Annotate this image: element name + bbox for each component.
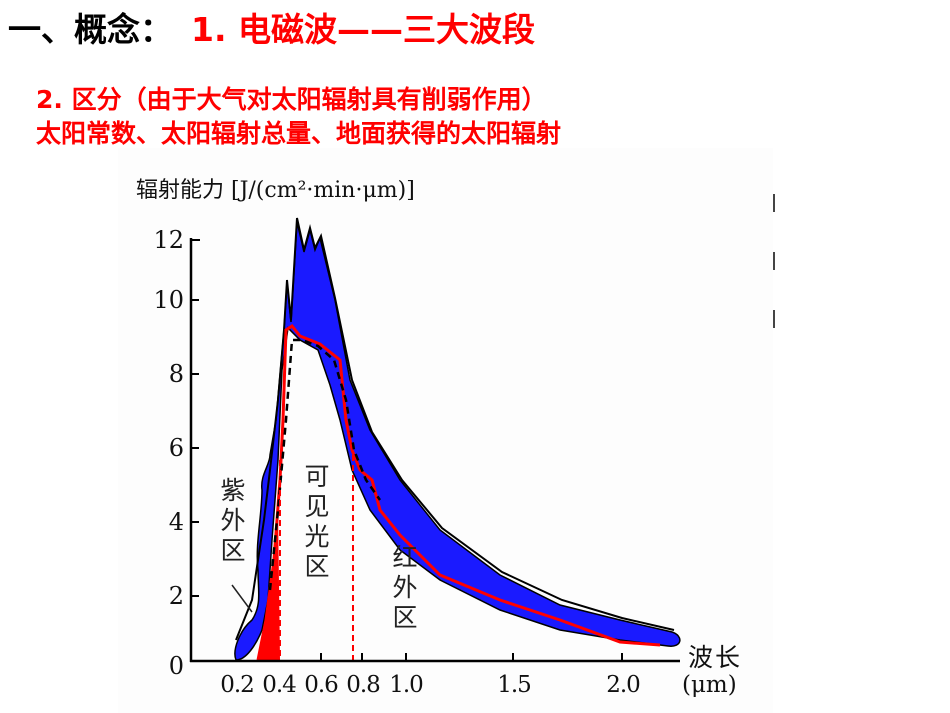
ground-radiation-curve bbox=[256, 323, 661, 661]
y-tick-label: 8 bbox=[168, 360, 184, 388]
y-tick-label: 2 bbox=[168, 582, 184, 610]
region-label-infrared: 红外区 bbox=[392, 543, 418, 632]
x-tick-label: 0.4 bbox=[262, 672, 297, 698]
x-tick-label: 1.0 bbox=[389, 672, 424, 698]
cropped-figure-edge bbox=[773, 150, 781, 350]
subheading-line-2: 太阳常数、太阳辐射总量、地面获得的太阳辐射 bbox=[36, 119, 562, 148]
y-tick-label: 4 bbox=[168, 508, 184, 536]
figure-panel bbox=[118, 148, 773, 713]
blackbody-dashed-curve bbox=[268, 338, 382, 591]
heading-topic: 1. 电磁波——三大波段 bbox=[191, 10, 535, 49]
x-tick-label: 0.8 bbox=[346, 672, 381, 698]
x-ticks bbox=[320, 653, 623, 661]
y-tick-label: 6 bbox=[168, 434, 184, 462]
heading-prefix: 一、概念： bbox=[8, 10, 173, 49]
x-tick-label: 1.5 bbox=[497, 672, 532, 698]
y-tick-label: 10 bbox=[153, 286, 184, 314]
x-tick-label: 2.0 bbox=[606, 672, 641, 698]
subheading-line-1: 2. 区分（由于大气对太阳辐射具有削弱作用） bbox=[36, 85, 547, 114]
attenuation-fill bbox=[234, 221, 681, 661]
ground-radiation-fill bbox=[258, 510, 280, 660]
x-axis-label: 波长 bbox=[688, 643, 743, 672]
page-heading: 一、概念： 1. 电磁波——三大波段 bbox=[8, 8, 535, 52]
y-tick-label: 0 bbox=[168, 652, 184, 680]
edge-mark bbox=[773, 252, 781, 270]
edge-mark bbox=[773, 194, 781, 212]
x-axis-unit: (μm) bbox=[682, 672, 737, 698]
y-tick-label: 12 bbox=[153, 226, 184, 254]
y-ticks bbox=[191, 239, 200, 597]
region-label-uv: 紫外区 bbox=[220, 476, 246, 565]
x-tick-label: 0.6 bbox=[304, 672, 339, 698]
extraterrestrial-curve bbox=[235, 217, 675, 641]
uv-label-pointer bbox=[231, 584, 253, 613]
region-label-visible: 可见光区 bbox=[304, 462, 330, 581]
x-tick-label: 0.2 bbox=[220, 672, 255, 698]
y-axis-label: 辐射能力 [J/(cm²·min·μm)] bbox=[136, 178, 415, 203]
edge-mark bbox=[773, 310, 781, 328]
